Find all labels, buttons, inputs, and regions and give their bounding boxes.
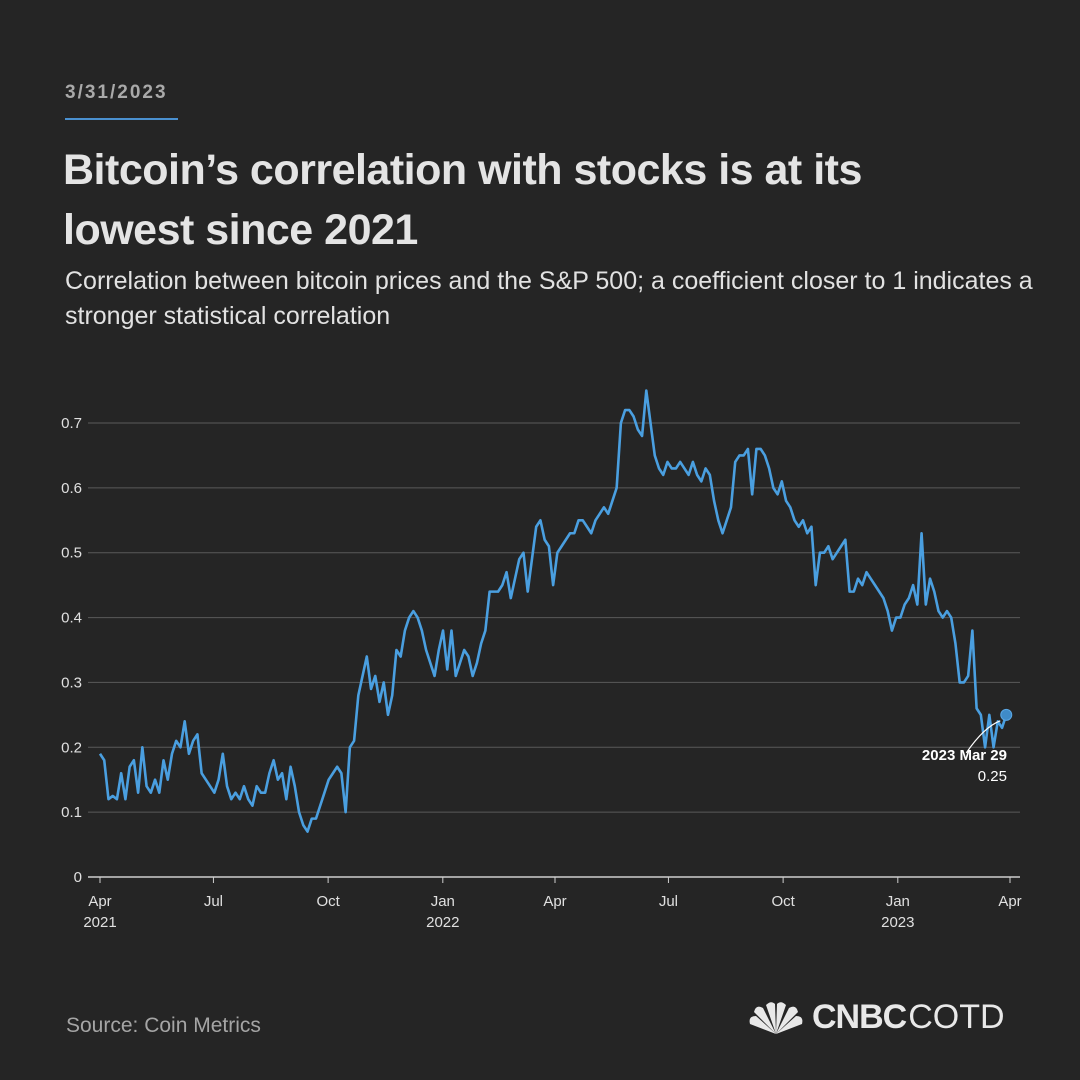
x-tick-label: Jan <box>431 893 455 910</box>
y-tick-label: 0.7 <box>61 415 82 432</box>
peacock-icon <box>749 1001 803 1034</box>
y-tick-label: 0 <box>74 869 82 886</box>
y-tick-label: 0.4 <box>61 610 82 627</box>
x-tick-label: Oct <box>771 893 795 910</box>
x-tick-year-label: 2023 <box>881 914 914 931</box>
logo-suffix: COTD <box>908 998 1005 1036</box>
x-tick-label: Jul <box>659 893 678 910</box>
date-underline <box>65 118 178 120</box>
y-tick-label: 0.2 <box>61 739 82 756</box>
logo-brand: CNBC <box>812 998 907 1036</box>
chart-subtitle: Correlation between bitcoin prices and t… <box>65 267 1033 330</box>
correlation-line <box>98 389 1008 833</box>
publish-date: 3/31/2023 <box>65 82 168 103</box>
annotation-value: 0.25 <box>978 768 1007 785</box>
y-tick-label: 0.1 <box>61 804 82 821</box>
latest-point-marker <box>1000 708 1013 721</box>
y-tick-label: 0.5 <box>61 545 82 562</box>
x-tick-label: Apr <box>88 893 111 910</box>
cnbc-logo: CNBC COTD <box>746 998 1005 1037</box>
x-tick-label: Apr <box>543 893 566 910</box>
annotation-date: 2023 Mar 29 <box>922 747 1007 764</box>
chart-title: Bitcoin’s correlation with stocks is at … <box>63 146 862 254</box>
x-tick-year-label: 2022 <box>426 914 459 931</box>
annotation-leader-line <box>965 720 1001 754</box>
x-tick-label: Jul <box>204 893 223 910</box>
x-tick-label: Oct <box>316 893 340 910</box>
x-tick-year-label: 2021 <box>83 914 116 931</box>
y-tick-label: 0.6 <box>61 480 82 497</box>
x-tick-label: Apr <box>998 893 1021 910</box>
y-tick-label: 0.3 <box>61 674 82 691</box>
source-note: Source: Coin Metrics <box>66 1014 261 1037</box>
x-tick-label: Jan <box>886 893 910 910</box>
